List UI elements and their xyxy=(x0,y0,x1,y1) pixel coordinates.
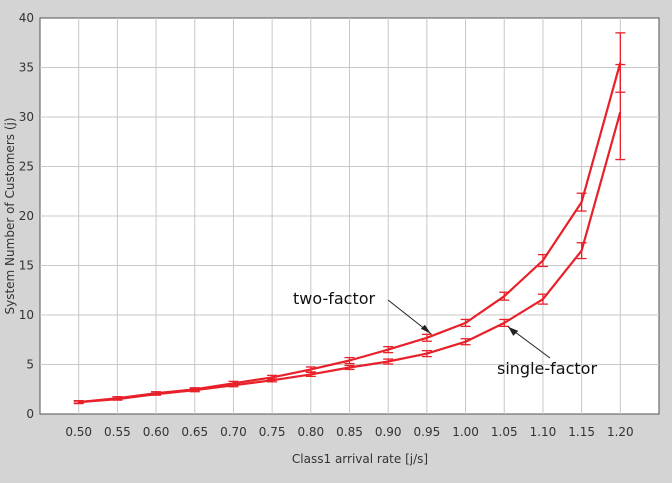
y-tick-label: 5 xyxy=(26,358,34,372)
x-tick-label: 1.20 xyxy=(607,425,634,439)
y-tick-label: 40 xyxy=(19,11,34,25)
series-layer xyxy=(73,32,626,405)
x-tick-label: 0.80 xyxy=(297,425,324,439)
y-axis-label: System Number of Customers (j) xyxy=(3,117,17,314)
x-tick-label: 1.15 xyxy=(568,425,595,439)
x-axis-label: Class1 arrival rate [j/s] xyxy=(292,452,428,466)
x-tick-label: 0.55 xyxy=(104,425,131,439)
grid-horizontal xyxy=(40,67,659,365)
annotation-label-two-factor: two-factor xyxy=(293,289,376,308)
x-tick-label: 1.10 xyxy=(530,425,557,439)
x-tick-label: 0.50 xyxy=(65,425,92,439)
y-tick-label: 35 xyxy=(19,61,34,75)
x-axis-ticks: 0.50 0.55 0.60 0.65 0.70 0.75 0.80 0.85 0.90 0.95… xyxy=(65,425,633,439)
x-tick-label: 0.70 xyxy=(220,425,247,439)
y-tick-label: 10 xyxy=(19,308,34,322)
annotation-label-single-factor: single-factor xyxy=(497,359,597,378)
annotation-arrowhead-two-factor xyxy=(420,324,431,334)
y-tick-label: 30 xyxy=(19,110,34,124)
y-axis-ticks: 0 5 10 15 20 25 30 35 40 xyxy=(19,11,34,421)
x-tick-label: 0.60 xyxy=(143,425,170,439)
x-tick-label: 0.90 xyxy=(375,425,402,439)
x-tick-label: 1.05 xyxy=(491,425,518,439)
annotation-arrowhead-single-factor xyxy=(508,326,519,336)
x-tick-label: 0.75 xyxy=(259,425,286,439)
y-tick-label: 25 xyxy=(19,160,34,174)
x-tick-label: 1.00 xyxy=(452,425,479,439)
annotation-layer: two-factor single-factor xyxy=(293,289,597,378)
x-tick-label: 0.65 xyxy=(181,425,208,439)
y-tick-label: 0 xyxy=(26,407,34,421)
y-tick-label: 15 xyxy=(19,259,34,273)
x-tick-label: 0.95 xyxy=(414,425,441,439)
x-tick-label: 0.85 xyxy=(336,425,363,439)
y-tick-label: 20 xyxy=(19,209,34,223)
